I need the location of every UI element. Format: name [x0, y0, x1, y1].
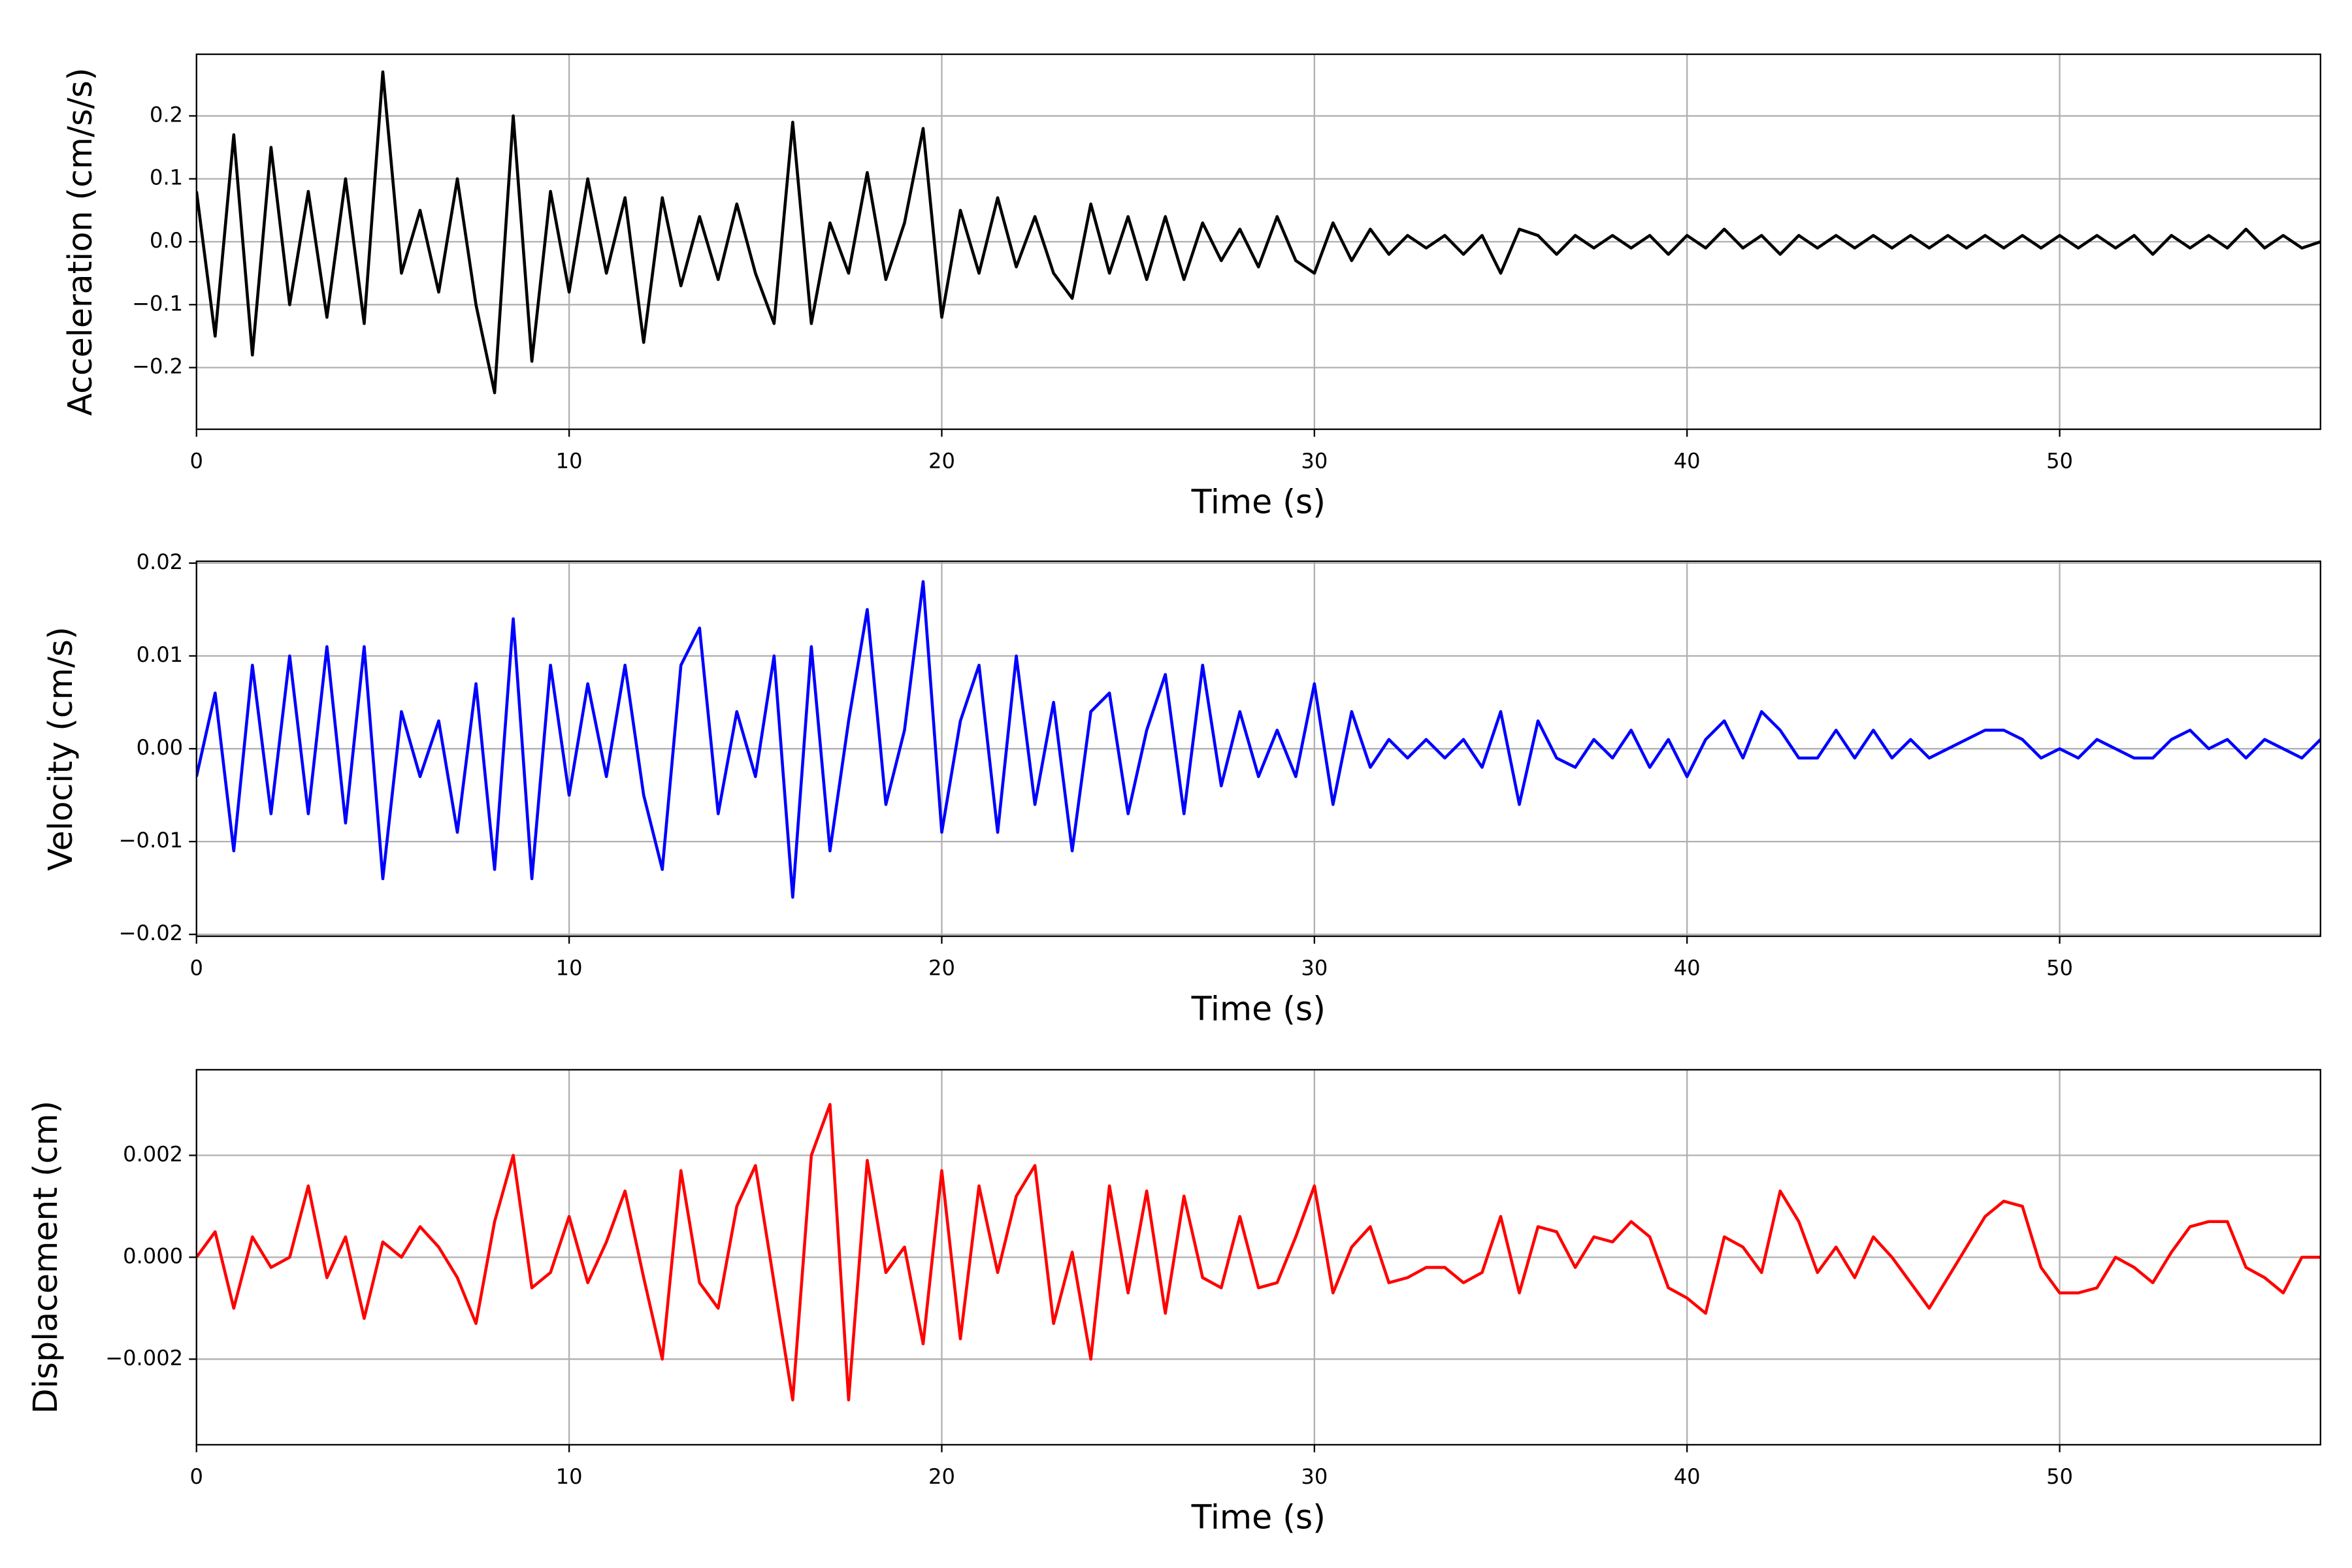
- y-tick-label: −0.002: [105, 1345, 183, 1370]
- y-axis-label: Displacement (cm): [26, 1101, 65, 1414]
- data-line: [196, 70, 2321, 395]
- axes-frame: [195, 1069, 2321, 1446]
- y-tick-label: −0.02: [119, 921, 183, 945]
- x-tick-label: 20: [928, 1464, 955, 1489]
- x-axis-label: Time (s): [1191, 482, 1326, 521]
- axes-frame: [195, 53, 2321, 431]
- x-tick-label: 50: [2046, 449, 2073, 474]
- x-tick-label: 20: [928, 449, 955, 474]
- x-axis-label: Time (s): [1191, 1498, 1326, 1537]
- x-tick-label: 0: [190, 956, 203, 981]
- x-tick-label: 50: [2046, 1464, 2073, 1489]
- x-tick-label: 20: [928, 956, 955, 981]
- y-tick-label: 0.000: [123, 1243, 183, 1268]
- x-tick-label: 40: [1674, 1464, 1701, 1489]
- x-tick-label: 10: [556, 1464, 583, 1489]
- x-tick-label: 50: [2046, 956, 2073, 981]
- y-tick-label: 0.00: [137, 735, 184, 760]
- y-tick-label: 0.02: [137, 549, 184, 574]
- x-tick-label: 0: [190, 1464, 203, 1489]
- x-tick-label: 30: [1301, 449, 1328, 474]
- data-line: [196, 580, 2321, 899]
- y-tick-label: −0.01: [119, 828, 183, 853]
- data-line: [196, 1103, 2321, 1402]
- x-tick-label: 10: [556, 956, 583, 981]
- y-tick-label: 0.1: [150, 165, 183, 190]
- y-tick-label: 0.002: [123, 1141, 183, 1166]
- axes-frame: [195, 560, 2321, 938]
- y-axis-label: Velocity (cm/s): [41, 627, 80, 871]
- y-axis-label: Acceleration (cm/s/s): [61, 68, 99, 416]
- x-tick-label: 0: [190, 449, 203, 474]
- y-tick-label: −0.2: [132, 354, 183, 379]
- x-axis-label: Time (s): [1191, 989, 1326, 1028]
- y-tick-label: 0.01: [137, 642, 184, 667]
- y-tick-label: 0.0: [150, 228, 183, 253]
- x-tick-label: 40: [1674, 449, 1701, 474]
- y-tick-label: 0.2: [150, 102, 183, 127]
- y-tick-label: −0.1: [132, 291, 183, 316]
- x-tick-label: 40: [1674, 956, 1701, 981]
- x-tick-label: 30: [1301, 956, 1328, 981]
- x-tick-label: 30: [1301, 1464, 1328, 1489]
- x-tick-label: 10: [556, 449, 583, 474]
